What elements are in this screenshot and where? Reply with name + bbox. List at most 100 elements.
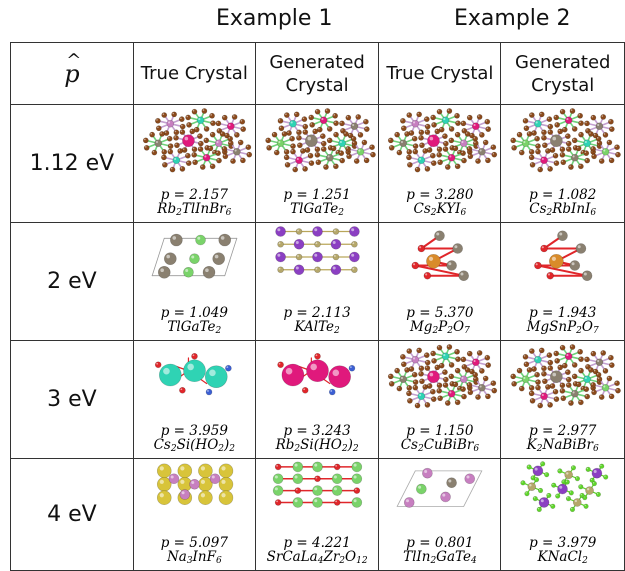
energy-label: 2 eV [10, 222, 134, 341]
crystal-caption: p = 1.082 Cs2RbInI6 [501, 188, 624, 220]
crystal-structure-image [151, 233, 238, 279]
crystal-cell: p = 5.370 Mg2P2O7 [378, 222, 502, 341]
results-table: ^ p True Crystal Generated Crystal True C… [10, 42, 625, 571]
row-4: 4 eV p = 5.097 Na3InF6 p = 4.221 SrCaLa4Zr… [10, 458, 625, 571]
probability-value: p = 3.959 [160, 423, 228, 439]
probability-value: p = 1.049 [160, 305, 228, 321]
crystal-cell: p = 1.082 Cs2RbInI6 [500, 104, 625, 223]
chemical-formula: Cs2KYI6 [413, 201, 467, 218]
col-header-generated-2: Generated Crystal [500, 42, 625, 105]
crystal-structure-image [411, 230, 470, 282]
crystal-caption: p = 3.243 Rb2Si(HO2)2 [256, 424, 379, 456]
crystal-structure: p = 1.082 Cs2RbInI6 [501, 105, 624, 222]
crystal-structure: p = 1.251 TlGaTe2 [256, 105, 379, 222]
crystal-structure: p = 2.157 Rb2TlInBr6 [134, 105, 255, 222]
col-header-true-1: True Crystal [132, 42, 256, 105]
chemical-formula: MgSnP2O7 [526, 319, 599, 336]
crystal-structure-image [520, 461, 609, 513]
chemical-formula: Cs2Si(HO2)2 [153, 437, 236, 454]
crystal-caption: p = 5.097 Na3InF6 [134, 536, 255, 568]
crystal-structure-image [388, 108, 498, 173]
crystal-structure: p = 1.049 TlGaTe2 [134, 223, 255, 340]
crystal-caption: p = 3.979 KNaCl2 [501, 536, 624, 568]
chemical-formula: Na3InF6 [166, 549, 222, 566]
header-row: ^ p True Crystal Generated Crystal True C… [10, 42, 625, 105]
crystal-structure: p = 3.280 Cs2KYI6 [379, 105, 500, 222]
crystal-structure-image [510, 344, 622, 409]
crystal-structure: p = 1.943 MgSnP2O7 [501, 223, 624, 340]
crystal-caption: p = 3.959 Cs2Si(HO2)2 [134, 424, 255, 456]
crystal-cell: p = 1.251 TlGaTe2 [254, 104, 380, 223]
crystal-caption: p = 4.221 SrCaLa4Zr2O12 [256, 536, 379, 568]
crystal-structure-image [156, 463, 234, 506]
crystal-cell: p = 1.943 MgSnP2O7 [500, 222, 625, 341]
probability-value: p = 3.243 [283, 423, 351, 439]
col-header-generated-1: Generated Crystal [254, 42, 380, 105]
chemical-formula: KAlTe2 [294, 319, 340, 336]
chemical-formula: KNaCl2 [537, 549, 588, 566]
p-hat-header: ^ p [10, 42, 134, 105]
crystal-structure: p = 4.221 SrCaLa4Zr2O12 [256, 459, 379, 570]
crystal-structure: p = 3.959 Cs2Si(HO2)2 [134, 341, 255, 458]
example-1-title: Example 1 [216, 6, 333, 31]
crystal-cell: p = 0.801 TlIn2GaTe4 [378, 458, 502, 571]
energy-label: 1.12 eV [10, 104, 134, 223]
probability-value: p = 3.280 [406, 187, 474, 203]
crystal-caption: p = 2.113 KAlTe2 [256, 306, 379, 338]
crystal-structure-image [154, 353, 232, 396]
crystal-caption: p = 2.157 Rb2TlInBr6 [134, 188, 255, 220]
row-3: 3 eV p = 3.959 Cs2Si(HO2)2 p = 3.243 Rb2Si… [10, 340, 625, 459]
probability-value: p = 2.157 [160, 187, 228, 203]
probability-value: p = 3.979 [529, 535, 597, 551]
chemical-formula: SrCaLa4Zr2O12 [266, 549, 368, 566]
probability-value: p = 2.113 [283, 305, 351, 321]
crystal-structure: p = 3.979 KNaCl2 [501, 459, 624, 570]
crystal-caption: p = 5.370 Mg2P2O7 [379, 306, 500, 338]
crystal-caption: p = 1.150 Cs2CuBiBr6 [379, 424, 500, 456]
chemical-formula: Rb2TlInBr6 [157, 201, 232, 218]
crystal-structure: p = 5.097 Na3InF6 [134, 459, 255, 570]
crystal-structure: p = 3.243 Rb2Si(HO2)2 [256, 341, 379, 458]
crystal-structure-image [275, 226, 360, 276]
col-header-true-2: True Crystal [378, 42, 502, 105]
probability-value: p = 1.150 [406, 423, 474, 439]
crystal-structure-image [265, 108, 376, 173]
crystal-cell: p = 3.243 Rb2Si(HO2)2 [254, 340, 380, 459]
chemical-formula: TlGaTe2 [167, 319, 222, 336]
crystal-structure-image [397, 467, 483, 508]
crystal-structure: p = 5.370 Mg2P2O7 [379, 223, 500, 340]
crystal-cell: p = 3.280 Cs2KYI6 [378, 104, 502, 223]
chemical-formula: Rb2Si(HO2)2 [275, 437, 359, 454]
crystal-caption: p = 0.801 TlIn2GaTe4 [379, 536, 500, 568]
crystal-caption: p = 1.943 MgSnP2O7 [501, 306, 624, 338]
crystal-caption: p = 1.049 TlGaTe2 [134, 306, 255, 338]
row-1: 1.12 eV p = 2.157 Rb2TlInBr6 p = 1.251 TlG… [10, 104, 625, 223]
chemical-formula: Cs2RbInI6 [529, 201, 597, 218]
probability-value: p = 5.097 [160, 535, 228, 551]
crystal-cell: p = 2.113 KAlTe2 [254, 222, 380, 341]
crystal-caption: p = 1.251 TlGaTe2 [256, 188, 379, 220]
crystal-caption: p = 3.280 Cs2KYI6 [379, 188, 500, 220]
probability-value: p = 1.251 [283, 187, 351, 203]
chemical-formula: TlIn2GaTe4 [403, 549, 477, 566]
crystal-structure-image [388, 344, 498, 409]
probability-value: p = 1.082 [529, 187, 597, 203]
example-2-title: Example 2 [454, 6, 571, 31]
crystal-structure-image [510, 108, 622, 173]
chemical-formula: Cs2CuBiBr6 [400, 437, 480, 454]
crystal-cell: p = 1.049 TlGaTe2 [132, 222, 256, 341]
crystal-cell: p = 5.097 Na3InF6 [132, 458, 256, 571]
crystal-structure: p = 2.977 K2NaBiBr6 [501, 341, 624, 458]
crystal-caption: p = 2.977 K2NaBiBr6 [501, 424, 624, 456]
chemical-formula: K2NaBiBr6 [526, 437, 599, 454]
crystal-structure: p = 2.113 KAlTe2 [256, 223, 379, 340]
crystal-structure: p = 1.150 Cs2CuBiBr6 [379, 341, 500, 458]
crystal-cell: p = 2.977 K2NaBiBr6 [500, 340, 625, 459]
row-2: 2 eV p = 1.049 TlGaTe2 p = 2.113 KAlTe2 p … [10, 222, 625, 341]
probability-value: p = 0.801 [406, 535, 474, 551]
energy-label: 3 eV [10, 340, 134, 459]
crystal-cell: p = 3.959 Cs2Si(HO2)2 [132, 340, 256, 459]
chemical-formula: Mg2P2O7 [409, 319, 470, 336]
crystal-structure-image [272, 461, 362, 508]
crystal-structure-image [277, 353, 356, 396]
